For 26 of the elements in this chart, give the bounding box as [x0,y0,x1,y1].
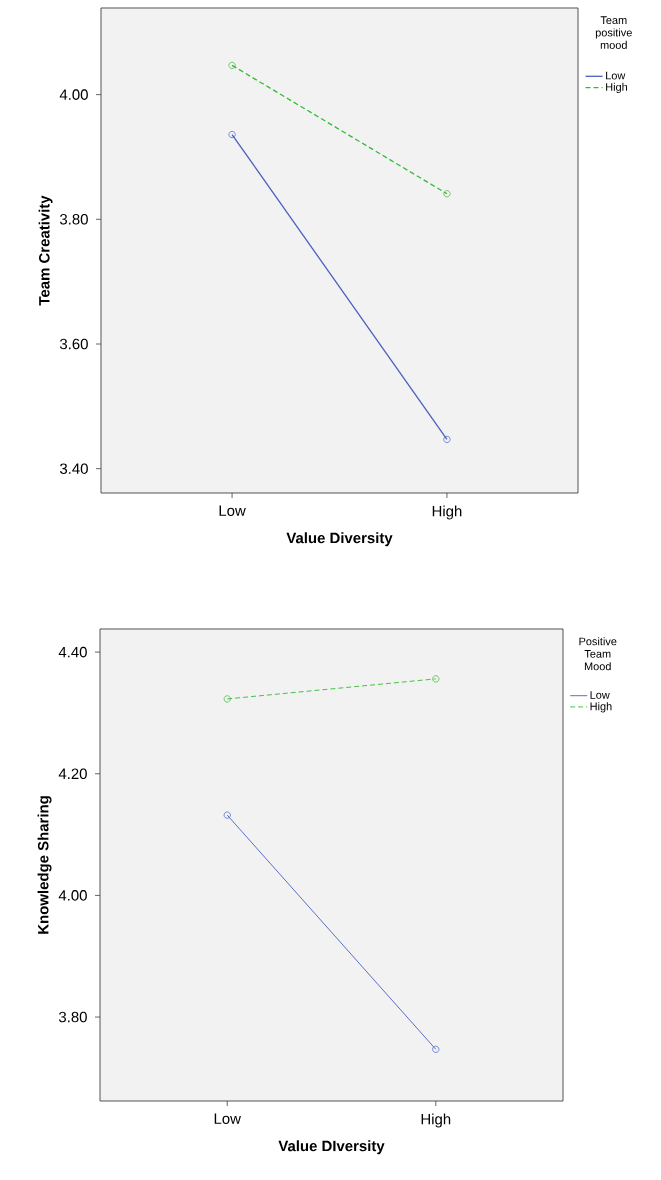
y-tick-label: 4.00 [59,89,88,100]
point [228,61,236,69]
y-tick-label: 3.60 [59,338,88,350]
legend-label: Low [590,691,610,699]
point [443,435,451,443]
x-axis-title: Value DIversity [278,1140,385,1155]
point [432,675,440,683]
legend-title: Team positive mood [595,16,632,49]
point [223,695,231,703]
y-axis-title: Team Creativity [38,195,53,306]
y-axis-title: Knowledge Sharing [37,796,52,934]
point [223,811,231,819]
legend-title: Positive Team Mood [579,637,617,671]
legend-label: Low [606,71,626,80]
y-tick-label: 3.80 [59,214,88,225]
y-tick-label: 3.40 [59,463,88,474]
y-tick-label: 3.80 [58,1011,87,1023]
y-tick-label: 4.40 [58,646,87,658]
point [432,1045,440,1053]
legend-label: High [606,82,628,94]
x-axis-title: Value Diversity [286,532,393,547]
legend-label: High [590,702,612,713]
y-tick-label: 4.20 [58,768,87,780]
point [443,190,451,198]
point [228,131,236,139]
y-tick-label: 4.00 [58,890,87,901]
